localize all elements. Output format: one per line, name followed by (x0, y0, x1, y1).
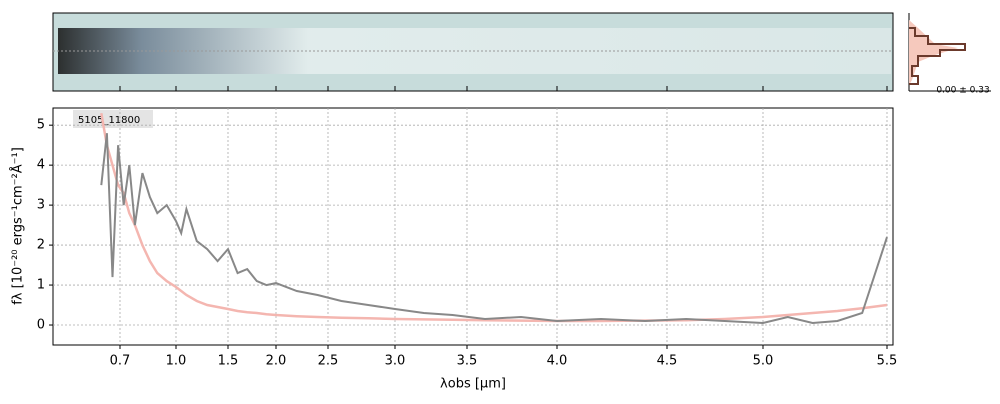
label-box (73, 110, 153, 128)
x-tick-label: 0.7 (110, 354, 131, 369)
x-tick-label: 1.5 (218, 354, 239, 369)
y-tick-label: 1 (37, 278, 45, 293)
y-tick-label: 2 (37, 238, 45, 253)
y-axis-label: fλ [10⁻²⁰ ergs⁻¹cm⁻²Å⁻¹] (10, 147, 26, 305)
y-tick-label: 0 (37, 318, 45, 333)
series-line (100, 112, 888, 323)
x-tick-label: 3.0 (385, 354, 406, 369)
x-tick-label: 2.0 (266, 354, 287, 369)
x-tick-label: 5.5 (877, 354, 898, 369)
plot-frame (52, 107, 894, 346)
x-tick-label: 1.0 (166, 354, 187, 369)
inset-hist-line (909, 27, 966, 85)
y-tick-label: 3 (37, 198, 45, 213)
x-axis-label: λobs [μm] (440, 377, 506, 392)
inset-label: 0.00 ± 0.33 (936, 86, 989, 96)
x-tick-label: 2.5 (318, 354, 339, 369)
x-tick-label: 4.0 (547, 354, 568, 369)
x-tick-label: 3.5 (457, 354, 478, 369)
series-line (100, 133, 888, 325)
y-tick-label: 5 (37, 118, 45, 133)
x-tick-label: 5.0 (753, 354, 774, 369)
object-label: 5105_11800 (78, 115, 140, 126)
x-tick-label: 4.5 (657, 354, 678, 369)
y-tick-label: 4 (37, 158, 45, 173)
